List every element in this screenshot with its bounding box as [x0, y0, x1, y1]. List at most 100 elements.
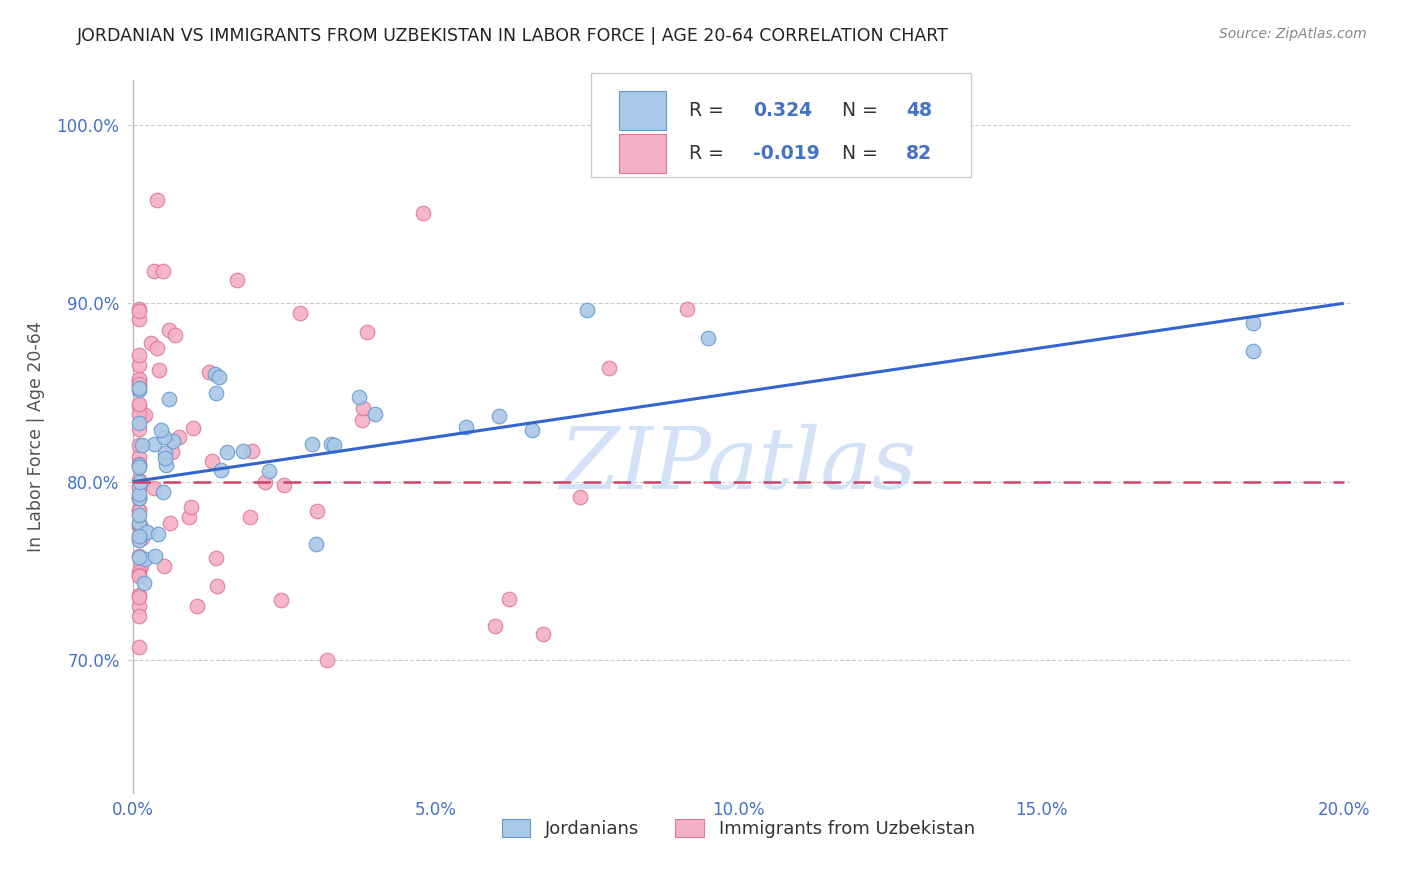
Point — [128, 416, 150, 430]
Point — [201, 454, 224, 468]
Point — [128, 397, 150, 411]
Point — [128, 473, 150, 487]
Point — [142, 437, 165, 451]
Point — [209, 463, 232, 477]
Point — [128, 303, 150, 318]
Point — [301, 437, 323, 451]
Point — [131, 438, 153, 452]
Point — [128, 312, 150, 326]
Point — [1241, 316, 1264, 330]
Point — [205, 551, 228, 566]
Point — [128, 549, 150, 564]
Point — [352, 401, 374, 415]
Point — [128, 508, 150, 522]
Point — [207, 370, 229, 384]
Point — [162, 434, 184, 448]
Point — [132, 409, 155, 424]
Point — [128, 516, 150, 531]
Point — [257, 465, 280, 479]
Text: 48: 48 — [905, 101, 932, 120]
Point — [128, 480, 150, 494]
Point — [205, 386, 228, 401]
Point — [488, 409, 510, 424]
Point — [128, 422, 150, 436]
Point — [128, 608, 150, 623]
Point — [356, 325, 378, 339]
Text: R =: R = — [689, 145, 730, 163]
Point — [129, 559, 152, 574]
Point — [153, 430, 176, 444]
Point — [128, 529, 150, 543]
Point — [128, 459, 150, 474]
Point — [128, 376, 150, 391]
Point — [142, 264, 165, 278]
Point — [598, 360, 620, 375]
FancyBboxPatch shape — [620, 91, 666, 130]
Point — [226, 272, 249, 286]
Point — [128, 383, 150, 397]
Point — [128, 382, 150, 396]
Point — [128, 458, 150, 473]
Point — [128, 503, 150, 517]
Point — [128, 371, 150, 385]
Point — [129, 475, 152, 489]
Point — [134, 551, 156, 566]
Point — [364, 408, 387, 422]
Point — [128, 379, 150, 393]
Point — [153, 445, 176, 459]
Point — [180, 500, 202, 514]
Point — [132, 575, 155, 590]
Point — [128, 550, 150, 565]
Text: N =: N = — [842, 101, 884, 120]
Point — [128, 348, 150, 362]
Point — [148, 527, 170, 541]
Point — [143, 481, 166, 495]
Point — [153, 450, 176, 465]
Point — [568, 490, 591, 504]
Point — [152, 485, 174, 500]
FancyBboxPatch shape — [592, 73, 970, 177]
Point — [128, 599, 150, 614]
Point — [162, 445, 184, 459]
Point — [157, 392, 180, 406]
Point — [128, 532, 150, 546]
Point — [128, 457, 150, 471]
Point — [128, 588, 150, 602]
Point — [128, 491, 150, 506]
Point — [531, 627, 554, 641]
Point — [136, 524, 159, 539]
Text: -0.019: -0.019 — [752, 145, 820, 163]
Point — [146, 193, 169, 207]
Point — [454, 420, 477, 434]
Point — [167, 430, 190, 444]
Point — [412, 206, 434, 220]
Point — [322, 438, 344, 452]
Point — [186, 599, 208, 614]
Point — [484, 619, 506, 633]
Point — [520, 423, 543, 437]
Legend: Jordanians, Immigrants from Uzbekistan: Jordanians, Immigrants from Uzbekistan — [495, 812, 981, 846]
Point — [128, 529, 150, 543]
Point — [676, 301, 699, 316]
Point — [347, 390, 370, 404]
Point — [198, 365, 221, 379]
Point — [128, 568, 150, 582]
Text: JORDANIAN VS IMMIGRANTS FROM UZBEKISTAN IN LABOR FORCE | AGE 20-64 CORRELATION C: JORDANIAN VS IMMIGRANTS FROM UZBEKISTAN … — [77, 27, 949, 45]
Point — [139, 335, 162, 350]
Point — [163, 328, 186, 343]
Point — [134, 408, 156, 422]
Point — [181, 421, 204, 435]
Point — [157, 323, 180, 337]
Point — [155, 458, 177, 472]
Point — [131, 520, 153, 534]
Point — [232, 443, 254, 458]
Point — [177, 509, 200, 524]
Point — [352, 412, 374, 426]
Point — [696, 331, 718, 345]
Text: 82: 82 — [905, 145, 932, 163]
FancyBboxPatch shape — [620, 134, 666, 173]
Point — [131, 532, 153, 546]
Point — [128, 590, 150, 604]
Point — [128, 490, 150, 504]
Point — [128, 517, 150, 532]
